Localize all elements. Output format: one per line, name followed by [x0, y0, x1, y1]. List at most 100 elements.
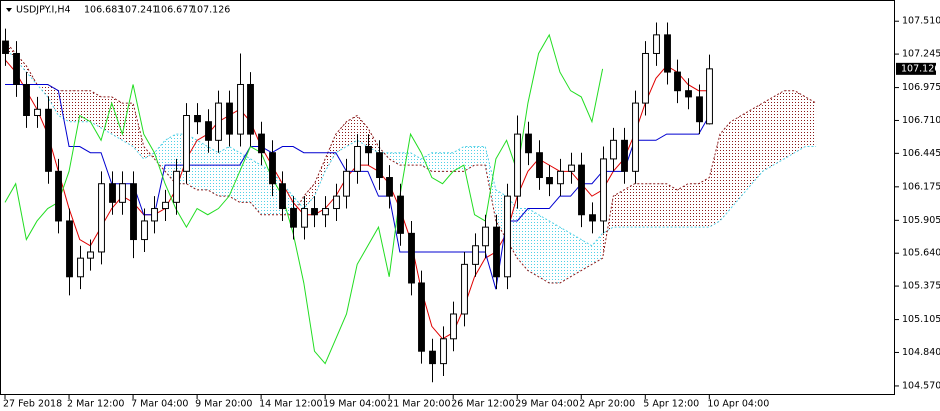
candle-body	[674, 71, 681, 92]
cloud-segment	[463, 146, 475, 172]
candle-body	[194, 114, 201, 123]
header-arrow[interactable]	[6, 8, 12, 12]
candle-body	[237, 83, 244, 135]
y-tick-label: 104.570	[902, 380, 940, 391]
cloud-segment	[389, 152, 400, 166]
cloud-segment	[719, 121, 731, 221]
x-tick-label: 29 Mar 04:00	[515, 399, 578, 410]
candle-body	[322, 208, 329, 216]
cloud-segment	[613, 189, 624, 228]
x-tick-label: 5 Apr 12:00	[643, 399, 699, 410]
price-tag-label: 107.126	[901, 63, 940, 74]
x-tick-label: 10 Apr 04:00	[707, 399, 769, 410]
cloud-segment	[453, 146, 464, 172]
candle-body	[642, 52, 649, 104]
cloud-segment	[784, 90, 795, 159]
cloud-segment	[314, 158, 326, 197]
x-tick-label: 2 Apr 20:00	[579, 399, 635, 410]
cloud-span-line	[4, 40, 817, 284]
cloud-segment	[762, 96, 774, 172]
candle-body	[600, 158, 607, 222]
candle-body	[226, 102, 233, 135]
cloud-segment	[570, 233, 582, 277]
cloud-segment	[133, 103, 144, 159]
cloud-segment	[666, 183, 678, 228]
candle-body	[77, 257, 84, 278]
cloud-segment	[634, 183, 646, 228]
header-open: 106.683	[84, 5, 123, 16]
x-tick-label: 9 Mar 20:00	[195, 399, 252, 410]
x-tick-label: 27 Feb 2018	[3, 399, 62, 410]
candle-body	[290, 208, 297, 228]
cloud-segment	[591, 233, 603, 265]
cloud-segment	[677, 183, 688, 228]
candles	[2, 22, 713, 383]
y-tick-label: 105.375	[902, 281, 940, 292]
candle-body	[557, 170, 564, 185]
header-low: 106.677	[155, 5, 194, 16]
header: USDJPY.I,H4 106.683 107.241 106.677 107.…	[6, 5, 230, 16]
candle-body	[546, 177, 553, 185]
candle-body	[87, 251, 94, 259]
cloud-segment	[47, 84, 59, 116]
candle-body	[269, 152, 276, 185]
candle-body	[664, 34, 671, 73]
cloud-segment	[730, 115, 742, 209]
candle-body	[482, 226, 489, 247]
candle-body	[34, 108, 41, 116]
cloud-segment	[474, 146, 486, 166]
candle-body	[440, 338, 447, 365]
candle-body	[386, 177, 393, 197]
candle-body	[354, 146, 361, 172]
x-tick-label: 7 Mar 04:00	[131, 399, 188, 410]
cloud-segment	[122, 103, 134, 147]
candle-body	[162, 201, 169, 210]
cloud-segment	[442, 152, 454, 172]
candle-body	[376, 152, 383, 179]
cloud-segment	[346, 115, 358, 147]
y-tick-label: 105.640	[902, 248, 940, 259]
candle-body	[514, 133, 521, 197]
candle-body	[429, 350, 436, 365]
cloud-segment	[357, 115, 368, 147]
cloud-segment	[90, 90, 102, 128]
cloud-span-line	[4, 46, 817, 247]
cloud-segment	[549, 220, 560, 283]
cloud-segment	[655, 183, 667, 228]
candle-body	[258, 133, 265, 154]
cloud-segment	[773, 90, 785, 166]
candle-body	[279, 183, 286, 210]
cloud-segment	[69, 90, 80, 122]
x-tick-label: 21 Mar 20:00	[387, 399, 450, 410]
candle-body	[525, 133, 532, 154]
candle-body	[589, 214, 596, 222]
y-tick-label: 106.710	[902, 115, 940, 126]
candle-body	[418, 282, 425, 352]
candle-body	[568, 164, 575, 172]
x-tick-label: 26 Mar 12:00	[451, 399, 514, 410]
y-tick-label: 106.175	[902, 181, 940, 192]
candle-body	[109, 183, 116, 203]
candle-body	[205, 121, 212, 141]
cloud-segment	[250, 158, 262, 215]
candle-body	[504, 195, 511, 278]
cloud-segment	[517, 208, 528, 271]
candle-body	[301, 208, 308, 228]
candle-body	[365, 146, 372, 154]
candle-body	[578, 164, 585, 216]
y-tick-label: 107.510	[902, 16, 940, 27]
candle-body	[493, 226, 500, 278]
candle-body	[333, 195, 340, 210]
cloud-segment	[698, 177, 710, 228]
x-tick-label: 19 Mar 04:00	[323, 399, 386, 410]
cloud-segment	[495, 189, 507, 240]
cloud-segment	[623, 183, 635, 228]
candle-body	[2, 40, 9, 54]
axes: 107.510 107.245 106.975 106.710 106.445 106.1…	[3, 16, 940, 410]
cloud-segment	[229, 146, 240, 203]
candle-body	[621, 139, 628, 172]
cloud-segment	[303, 183, 315, 209]
y-tick-label: 107.245	[902, 49, 940, 60]
candle-body	[343, 170, 350, 197]
